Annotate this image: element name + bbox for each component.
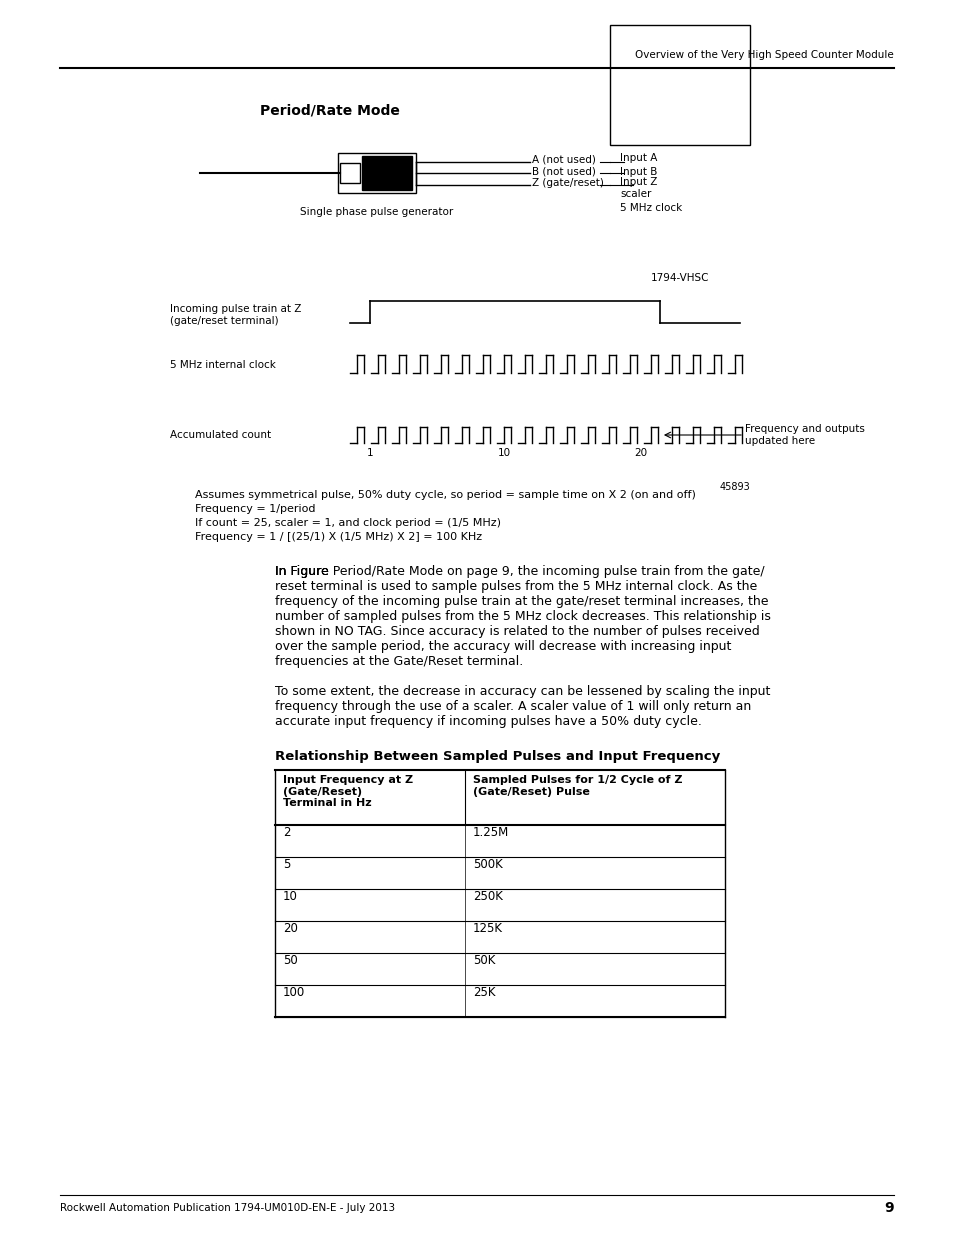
Text: 10: 10: [283, 890, 297, 904]
Text: Frequency = 1 / [(25/1) X (1/5 MHz) X 2] = 100 KHz: Frequency = 1 / [(25/1) X (1/5 MHz) X 2]…: [194, 532, 481, 542]
Text: 50K: 50K: [473, 955, 495, 967]
Text: 500K: 500K: [473, 858, 502, 872]
Text: In Figure Period/Rate Mode on page 9, the incoming pulse train from the gate/
re: In Figure Period/Rate Mode on page 9, th…: [274, 564, 770, 668]
Bar: [361, 156, 412, 190]
Text: 1.25M: 1.25M: [473, 826, 509, 840]
Text: Input B: Input B: [619, 167, 657, 177]
Text: Frequency and outputs
updated here: Frequency and outputs updated here: [744, 424, 864, 446]
Text: 5: 5: [283, 858, 290, 872]
Text: 1: 1: [366, 448, 373, 458]
Text: To some extent, the decrease in accuracy can be lessened by scaling the input
fr: To some extent, the decrease in accuracy…: [274, 685, 770, 727]
Text: 2: 2: [283, 826, 291, 840]
Text: 100: 100: [283, 987, 305, 999]
Text: Incoming pulse train at Z
(gate/reset terminal): Incoming pulse train at Z (gate/reset te…: [170, 304, 301, 326]
Text: 25K: 25K: [473, 987, 495, 999]
Text: 9: 9: [883, 1200, 893, 1215]
Bar: [609, 25, 749, 144]
Text: Frequency = 1/period: Frequency = 1/period: [194, 504, 315, 514]
Text: 250K: 250K: [473, 890, 502, 904]
Text: Sampled Pulses for 1/2 Cycle of Z
(Gate/Reset) Pulse: Sampled Pulses for 1/2 Cycle of Z (Gate/…: [473, 776, 681, 797]
Text: 45893: 45893: [719, 482, 749, 492]
Text: In Figure: In Figure: [274, 564, 333, 578]
Text: Period/Rate Mode: Period/Rate Mode: [260, 103, 399, 117]
Text: Relationship Between Sampled Pulses and Input Frequency: Relationship Between Sampled Pulses and …: [274, 750, 720, 763]
Text: Assumes symmetrical pulse, 50% duty cycle, so period = sample time on X 2 (on an: Assumes symmetrical pulse, 50% duty cycl…: [194, 490, 695, 500]
Text: Input Frequency at Z
(Gate/Reset)
Terminal in Hz: Input Frequency at Z (Gate/Reset) Termin…: [283, 776, 413, 808]
Text: 5 MHz clock: 5 MHz clock: [619, 203, 681, 212]
Text: Overview of the Very High Speed Counter Module: Overview of the Very High Speed Counter …: [635, 49, 893, 61]
Text: 20: 20: [283, 923, 297, 935]
Text: 20: 20: [634, 448, 647, 458]
Text: 1794-VHSC: 1794-VHSC: [650, 273, 708, 283]
Bar: [339, 163, 359, 183]
Text: 50: 50: [283, 955, 297, 967]
Text: 10: 10: [497, 448, 510, 458]
Text: Z (gate/reset): Z (gate/reset): [532, 178, 603, 188]
Text: If count = 25, scaler = 1, and clock period = (1/5 MHz): If count = 25, scaler = 1, and clock per…: [194, 517, 500, 529]
Text: Accumulated count: Accumulated count: [170, 430, 271, 440]
Text: 5 MHz internal clock: 5 MHz internal clock: [170, 359, 275, 370]
Text: B (not used): B (not used): [532, 165, 596, 177]
Text: 125K: 125K: [473, 923, 502, 935]
Text: A (not used): A (not used): [532, 156, 596, 165]
Bar: [337, 153, 416, 193]
Text: Single phase pulse generator: Single phase pulse generator: [300, 207, 453, 217]
Text: Rockwell Automation Publication 1794-UM010D-EN-E - July 2013: Rockwell Automation Publication 1794-UM0…: [60, 1203, 395, 1213]
Text: Input Z
scaler: Input Z scaler: [619, 177, 657, 199]
Text: In Figure: In Figure: [274, 564, 333, 578]
Text: Input A: Input A: [619, 153, 657, 163]
